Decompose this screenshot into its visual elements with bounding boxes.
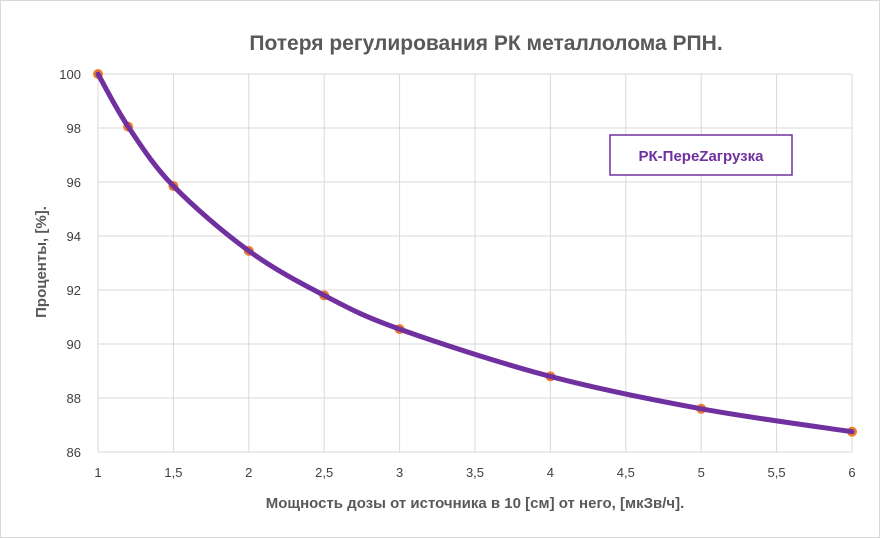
y-tick-labels: 86 88 90 92 94 96 98 100 bbox=[59, 67, 81, 460]
x-tick-label: 3,5 bbox=[466, 465, 484, 480]
y-axis-label: Проценты, [%]. bbox=[33, 206, 50, 318]
x-tick-label: 5 bbox=[698, 465, 705, 480]
x-tick-label: 3 bbox=[396, 465, 403, 480]
x-tick-label: 1 bbox=[94, 465, 101, 480]
y-tick-label: 96 bbox=[67, 175, 81, 190]
x-tick-label: 2 bbox=[245, 465, 252, 480]
x-tick-label: 1,5 bbox=[164, 465, 182, 480]
grid bbox=[97, 73, 853, 453]
annotation-text: РК-ПереZагрузка bbox=[639, 148, 765, 165]
x-tick-label: 5,5 bbox=[768, 465, 786, 480]
x-tick-label: 4 bbox=[547, 465, 554, 480]
x-tick-label: 6 bbox=[848, 465, 855, 480]
y-tick-label: 88 bbox=[67, 391, 81, 406]
x-axis-label: Мощность дозы от источника в 10 [см] от … bbox=[266, 495, 685, 512]
x-tick-label: 4,5 bbox=[617, 465, 635, 480]
y-tick-label: 94 bbox=[67, 229, 81, 244]
x-tick-label: 2,5 bbox=[315, 465, 333, 480]
x-tick-labels: 1 1,5 2 2,5 3 3,5 4 4,5 5 5,5 6 bbox=[94, 465, 855, 480]
y-tick-label: 92 bbox=[67, 283, 81, 298]
annotation-box: РК-ПереZагрузка bbox=[609, 134, 793, 176]
y-tick-label: 100 bbox=[59, 67, 81, 82]
chart-title: Потеря регулирования РК металлолома РПН. bbox=[249, 32, 722, 55]
y-tick-label: 86 bbox=[67, 445, 81, 460]
y-tick-label: 98 bbox=[67, 121, 81, 136]
y-tick-label: 90 bbox=[67, 337, 81, 352]
trend-line bbox=[95, 71, 855, 435]
